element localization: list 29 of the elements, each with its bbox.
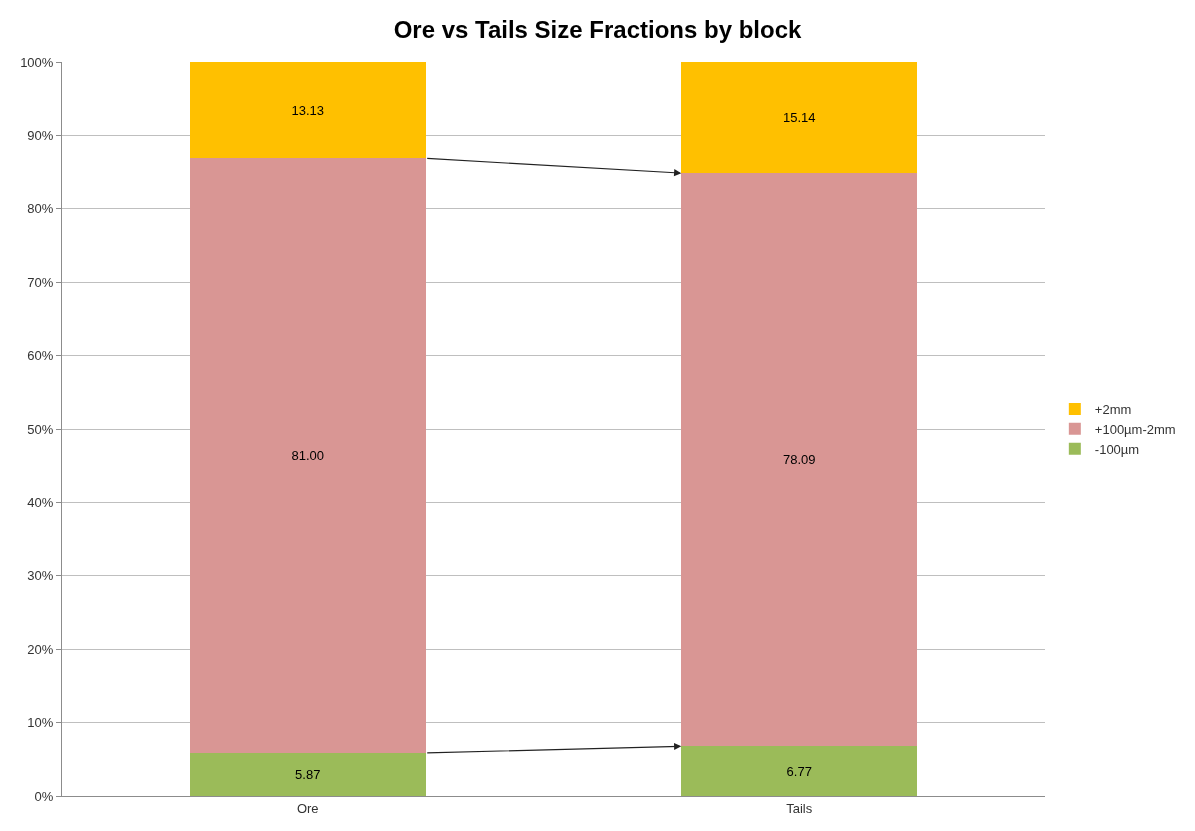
data-label: 5.87: [295, 766, 321, 782]
legend-label: +100µm-2mm: [1094, 421, 1176, 437]
legend-label: -100µm: [1094, 441, 1140, 457]
data-label: 81.00: [291, 448, 325, 464]
chart-title: Ore vs Tails Size Fractions by block: [393, 15, 802, 43]
y-tick-label: 90%: [27, 127, 54, 143]
bar: [681, 746, 918, 796]
y-tick-label: 10%: [27, 715, 54, 731]
data-label: 6.77: [786, 763, 812, 779]
bar: [189, 158, 426, 753]
y-tick-label: 100%: [20, 54, 54, 70]
legend-label: +2mm: [1094, 402, 1132, 418]
bar: [681, 62, 918, 174]
y-tick-label: 20%: [27, 641, 54, 657]
data-label: 13.13: [291, 102, 325, 118]
y-tick-label: 50%: [27, 421, 54, 437]
y-tick-label: 80%: [27, 201, 54, 217]
y-tick-label: 0%: [34, 788, 54, 804]
bar: [189, 752, 426, 796]
x-tick-label: Ore: [296, 800, 319, 816]
bar: [681, 173, 918, 747]
y-tick-label: 70%: [27, 274, 54, 290]
y-tick-label: 40%: [27, 494, 54, 510]
y-tick-label: 30%: [27, 568, 54, 584]
x-tick-label: Tails: [786, 800, 813, 816]
bar: [189, 62, 426, 159]
y-tick-label: 60%: [27, 348, 54, 364]
data-label: 78.09: [782, 452, 816, 468]
data-label: 15.14: [782, 110, 816, 126]
